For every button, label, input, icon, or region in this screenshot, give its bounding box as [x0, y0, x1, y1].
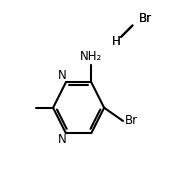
- Text: NH₂: NH₂: [80, 50, 103, 64]
- Text: H: H: [112, 35, 121, 48]
- Text: N: N: [58, 69, 67, 82]
- Text: Br: Br: [139, 12, 152, 25]
- Text: N: N: [58, 133, 67, 146]
- Text: Br: Br: [139, 12, 152, 25]
- Text: Br: Br: [125, 115, 138, 127]
- Text: H: H: [112, 35, 121, 48]
